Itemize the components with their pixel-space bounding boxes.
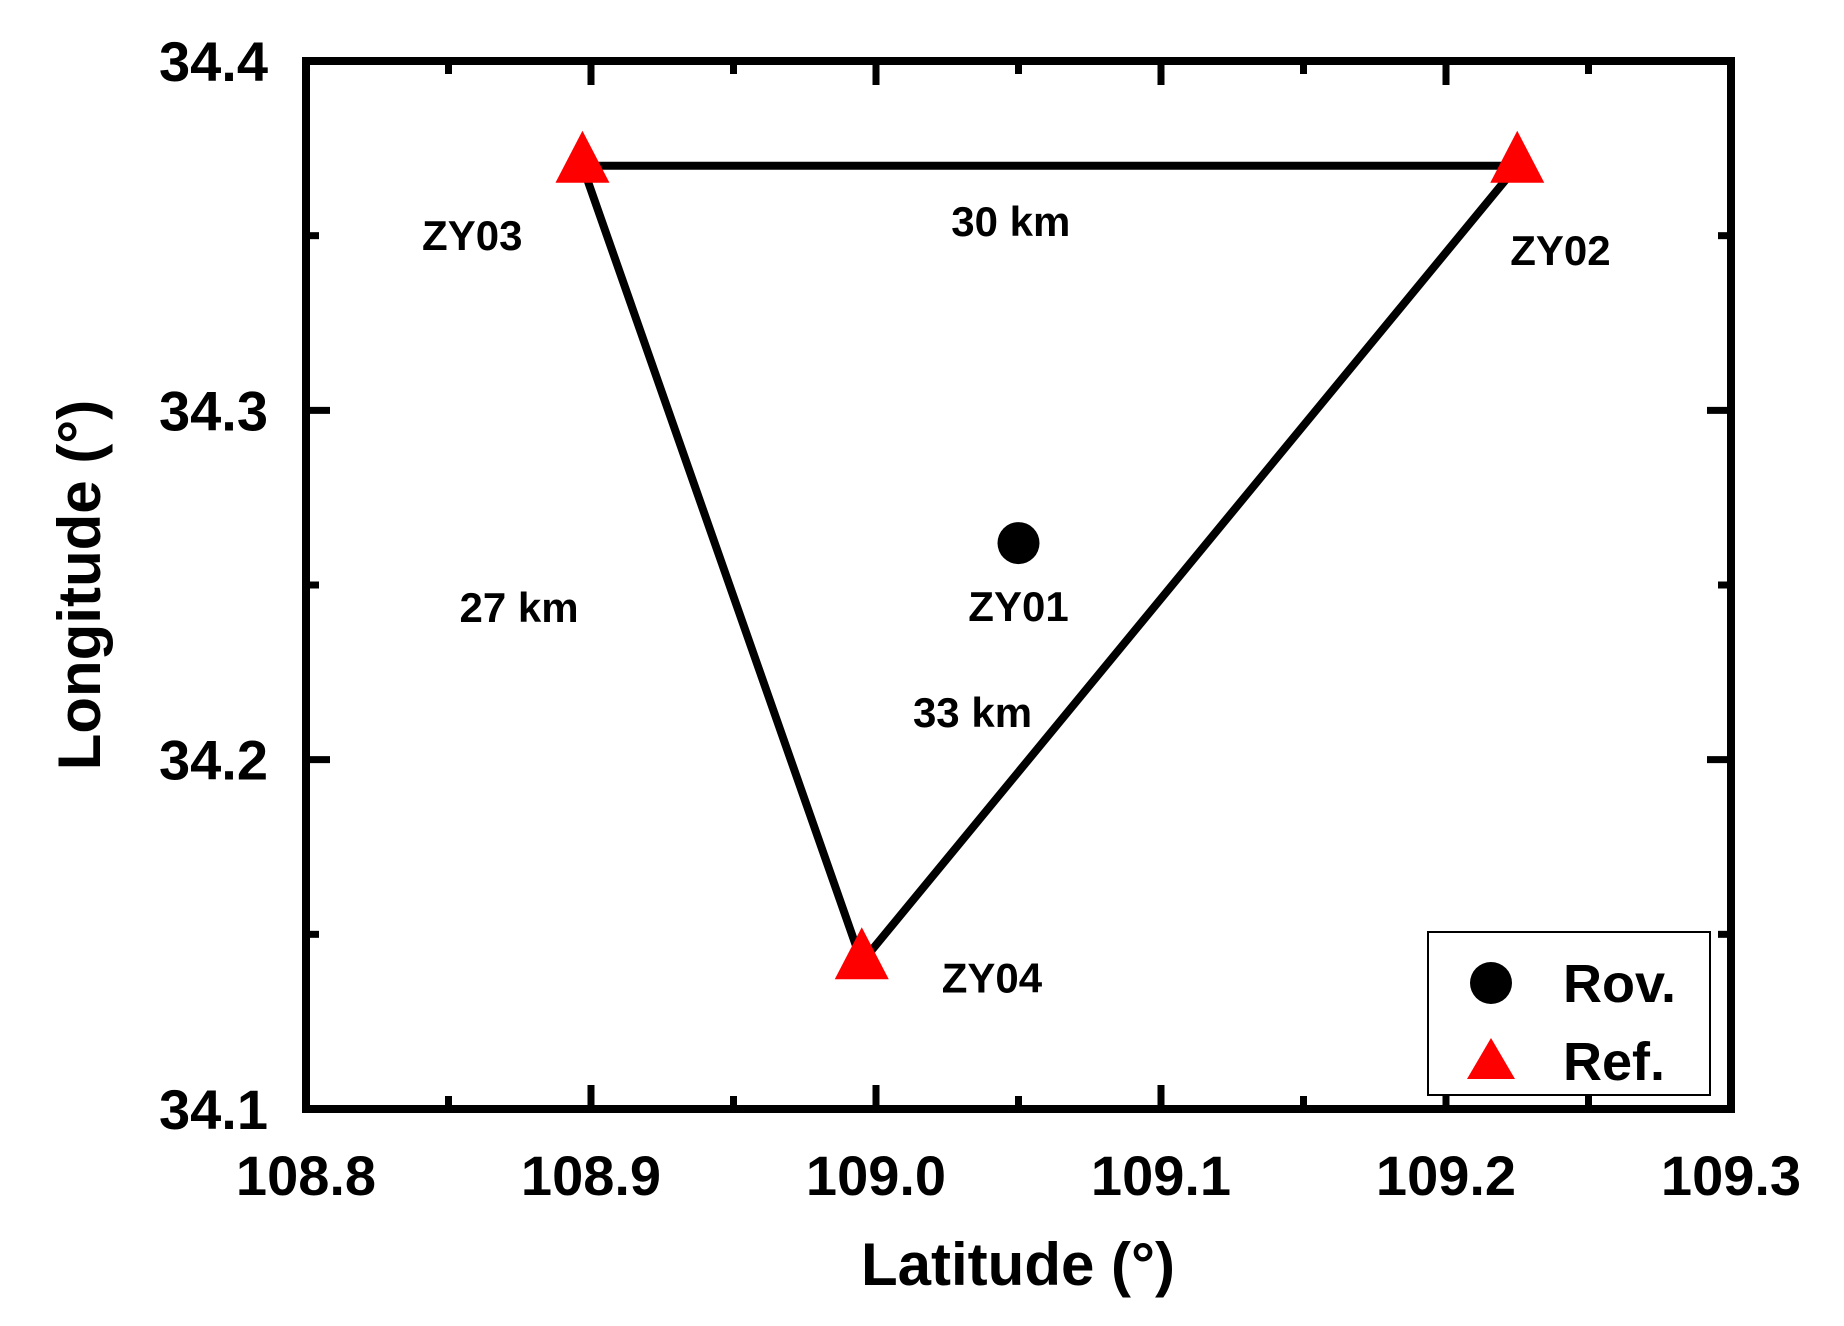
x-tick-label: 109.0 <box>806 1144 946 1207</box>
station-labels: ZY01 ZY02 ZY03 ZY04 <box>422 212 1611 1001</box>
y-tick-label: 34.3 <box>159 379 268 442</box>
legend-rov-marker <box>1470 962 1512 1004</box>
legend-ref-marker <box>1467 1038 1515 1079</box>
station-label-zy04: ZY04 <box>942 954 1043 1001</box>
baseline-zy02-zy04 <box>857 161 1522 967</box>
baseline-zy04-zy03 <box>578 161 866 967</box>
station-label-zy01: ZY01 <box>968 583 1068 630</box>
data-markers <box>555 130 1545 980</box>
baseline-lines <box>578 161 1522 967</box>
axis-tick-labels: 108.8 108.9 109.0 109.1 109.2 109.3 34.1 34.2 34… <box>159 30 1801 1207</box>
distance-label: 33 km <box>913 689 1032 736</box>
y-tick-label: 34.2 <box>159 729 268 792</box>
y-axis-title: Longitude (°) <box>46 400 113 771</box>
x-tick-label: 109.3 <box>1661 1144 1801 1207</box>
legend-ref-label: Ref. <box>1563 1032 1665 1092</box>
plot-frame <box>302 57 1735 1113</box>
legend: Rov. Ref. <box>1427 931 1711 1096</box>
y-tick-label: 34.1 <box>159 1078 268 1141</box>
legend-rov-label: Rov. <box>1563 954 1676 1014</box>
distance-label: 30 km <box>951 198 1070 245</box>
x-tick-label: 109.1 <box>1091 1144 1231 1207</box>
marker-zy03 <box>555 130 610 183</box>
station-label-zy02: ZY02 <box>1510 227 1610 274</box>
marker-zy02 <box>1490 130 1545 183</box>
x-tick-label: 108.9 <box>521 1144 661 1207</box>
marker-zy01 <box>997 522 1040 565</box>
marker-zy04 <box>834 927 889 980</box>
distance-label: 27 km <box>460 584 579 631</box>
y-tick-label: 34.4 <box>159 30 268 93</box>
x-axis-title: Latitude (°) <box>861 1231 1175 1298</box>
x-tick-label: 109.2 <box>1376 1144 1516 1207</box>
x-tick-label: 108.8 <box>236 1144 376 1207</box>
distance-labels: 30 km 33 km 27 km <box>460 198 1071 736</box>
station-label-zy03: ZY03 <box>422 212 522 259</box>
